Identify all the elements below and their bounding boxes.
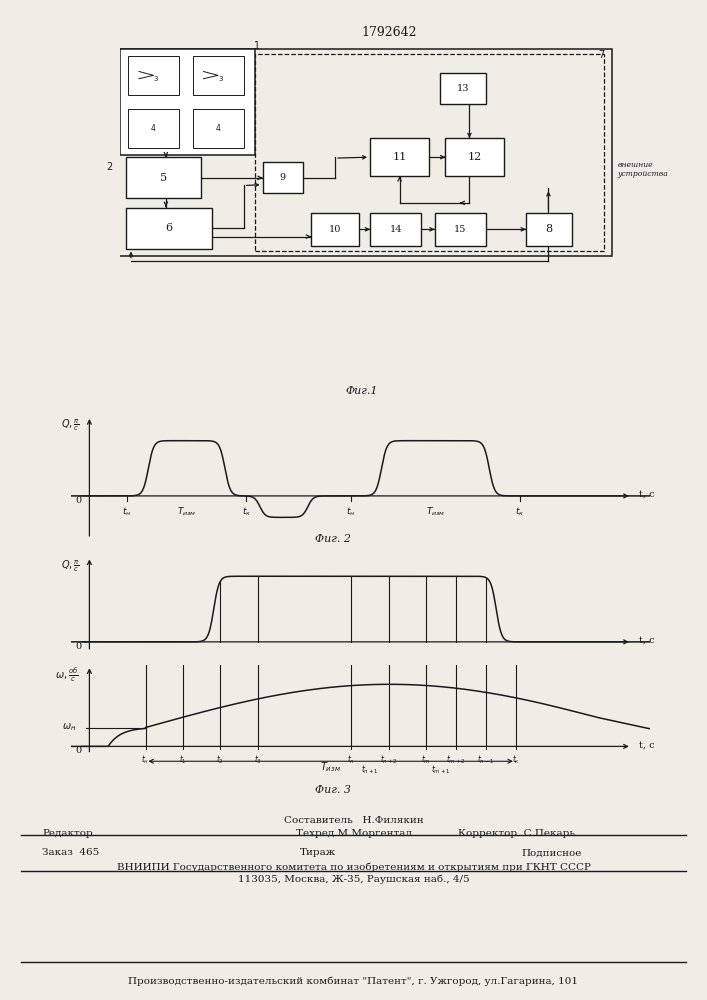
Text: $t_к$: $t_к$ — [515, 505, 524, 518]
Bar — [117, 49, 612, 256]
Text: 6: 6 — [165, 223, 172, 233]
Text: 1: 1 — [254, 41, 260, 51]
Text: 1792642: 1792642 — [361, 26, 416, 39]
Bar — [445, 138, 504, 176]
Bar — [440, 73, 486, 104]
Text: $t_1$: $t_1$ — [179, 754, 187, 766]
Text: t, c: t, c — [639, 490, 655, 499]
Bar — [193, 56, 244, 95]
Bar — [126, 157, 201, 198]
Text: 14: 14 — [390, 225, 402, 234]
Text: 12: 12 — [468, 152, 482, 162]
Bar — [193, 109, 244, 148]
Text: Техред М.Моргентал: Техред М.Моргентал — [296, 829, 411, 838]
Text: 3: 3 — [153, 76, 158, 82]
Text: $t_к$: $t_к$ — [512, 754, 520, 766]
Text: 13: 13 — [457, 84, 469, 93]
Text: внешние
устройства: внешние устройства — [617, 161, 668, 178]
Bar — [311, 213, 359, 246]
Text: 9: 9 — [280, 173, 286, 182]
Text: $t_{n-1}$: $t_{n-1}$ — [477, 754, 495, 766]
Text: ВНИИПИ Государственного комитета по изобретениям и открытиям при ГКНТ СССР: ВНИИПИ Государственного комитета по изоб… — [117, 862, 590, 872]
Bar — [435, 213, 486, 246]
Text: 0: 0 — [75, 642, 81, 651]
Text: $t_{n+2}$: $t_{n+2}$ — [380, 754, 397, 766]
Text: Редактор: Редактор — [42, 829, 93, 838]
Text: $t_{n+1}$: $t_{n+1}$ — [361, 764, 379, 776]
Text: 0: 0 — [75, 496, 81, 505]
Text: 15: 15 — [454, 225, 466, 234]
Text: 2: 2 — [106, 162, 112, 172]
Text: Составитель   Н.Филякин: Составитель Н.Филякин — [284, 816, 423, 825]
Text: 113035, Москва, Ж-35, Раушская наб., 4/5: 113035, Москва, Ж-35, Раушская наб., 4/5 — [238, 875, 469, 884]
Text: $t_3$: $t_3$ — [254, 754, 262, 766]
Text: 4: 4 — [151, 124, 156, 133]
Text: $t_к$: $t_к$ — [242, 505, 251, 518]
Text: $\omega,\frac{об}{c}$: $\omega,\frac{об}{c}$ — [55, 667, 78, 684]
Bar — [370, 138, 429, 176]
Bar — [126, 208, 211, 249]
Text: $t_n$: $t_n$ — [347, 754, 355, 766]
Text: $t_m$: $t_m$ — [421, 754, 431, 766]
Bar — [128, 109, 180, 148]
Text: 3: 3 — [218, 76, 223, 82]
Text: $t_2$: $t_2$ — [216, 754, 224, 766]
Text: $t_н$: $t_н$ — [122, 505, 132, 518]
Bar — [120, 49, 255, 155]
Text: $Q,\frac{\pi}{c}$: $Q,\frac{\pi}{c}$ — [62, 418, 80, 433]
Text: Корректор  С.Пекарь: Корректор С.Пекарь — [457, 829, 575, 838]
Text: $\omega_н$: $\omega_н$ — [62, 722, 76, 733]
Text: Тираж: Тираж — [300, 848, 337, 857]
Text: Заказ  465: Заказ 465 — [42, 848, 100, 857]
Text: Φиг.1: Φиг.1 — [346, 386, 378, 396]
Bar — [128, 56, 180, 95]
Bar — [370, 213, 421, 246]
Text: Φиг. 3: Φиг. 3 — [315, 785, 351, 795]
Text: Производственно-издательский комбинат "Патент", г. Ужгород, ул.Гагарина, 101: Производственно-издательский комбинат "П… — [129, 976, 578, 986]
Text: $T_{изм}$: $T_{изм}$ — [320, 761, 341, 774]
Text: $T_{изм}$: $T_{изм}$ — [426, 505, 445, 518]
Text: 4: 4 — [216, 124, 221, 133]
Text: $Q,\frac{\pi}{c}$: $Q,\frac{\pi}{c}$ — [62, 558, 80, 574]
Bar — [255, 54, 604, 251]
Text: $T_{изм}$: $T_{изм}$ — [177, 505, 197, 518]
Bar — [262, 162, 303, 193]
Text: t, c: t, c — [639, 741, 655, 750]
Text: Φиг. 2: Φиг. 2 — [315, 534, 351, 544]
Text: $t_{m+2}$: $t_{m+2}$ — [446, 754, 466, 766]
Text: 10: 10 — [329, 225, 341, 234]
Text: 8: 8 — [545, 224, 552, 234]
Text: 0: 0 — [75, 746, 81, 755]
Text: $t_н$: $t_н$ — [346, 505, 356, 518]
Bar — [526, 213, 571, 246]
Text: 7: 7 — [598, 50, 604, 60]
Text: $t_{m+1}$: $t_{m+1}$ — [431, 764, 451, 776]
Text: 5: 5 — [160, 173, 167, 183]
Text: t, c: t, c — [639, 636, 655, 645]
Text: Подписное: Подписное — [521, 848, 582, 857]
Text: $t_н$: $t_н$ — [141, 754, 150, 766]
Text: 11: 11 — [392, 152, 407, 162]
